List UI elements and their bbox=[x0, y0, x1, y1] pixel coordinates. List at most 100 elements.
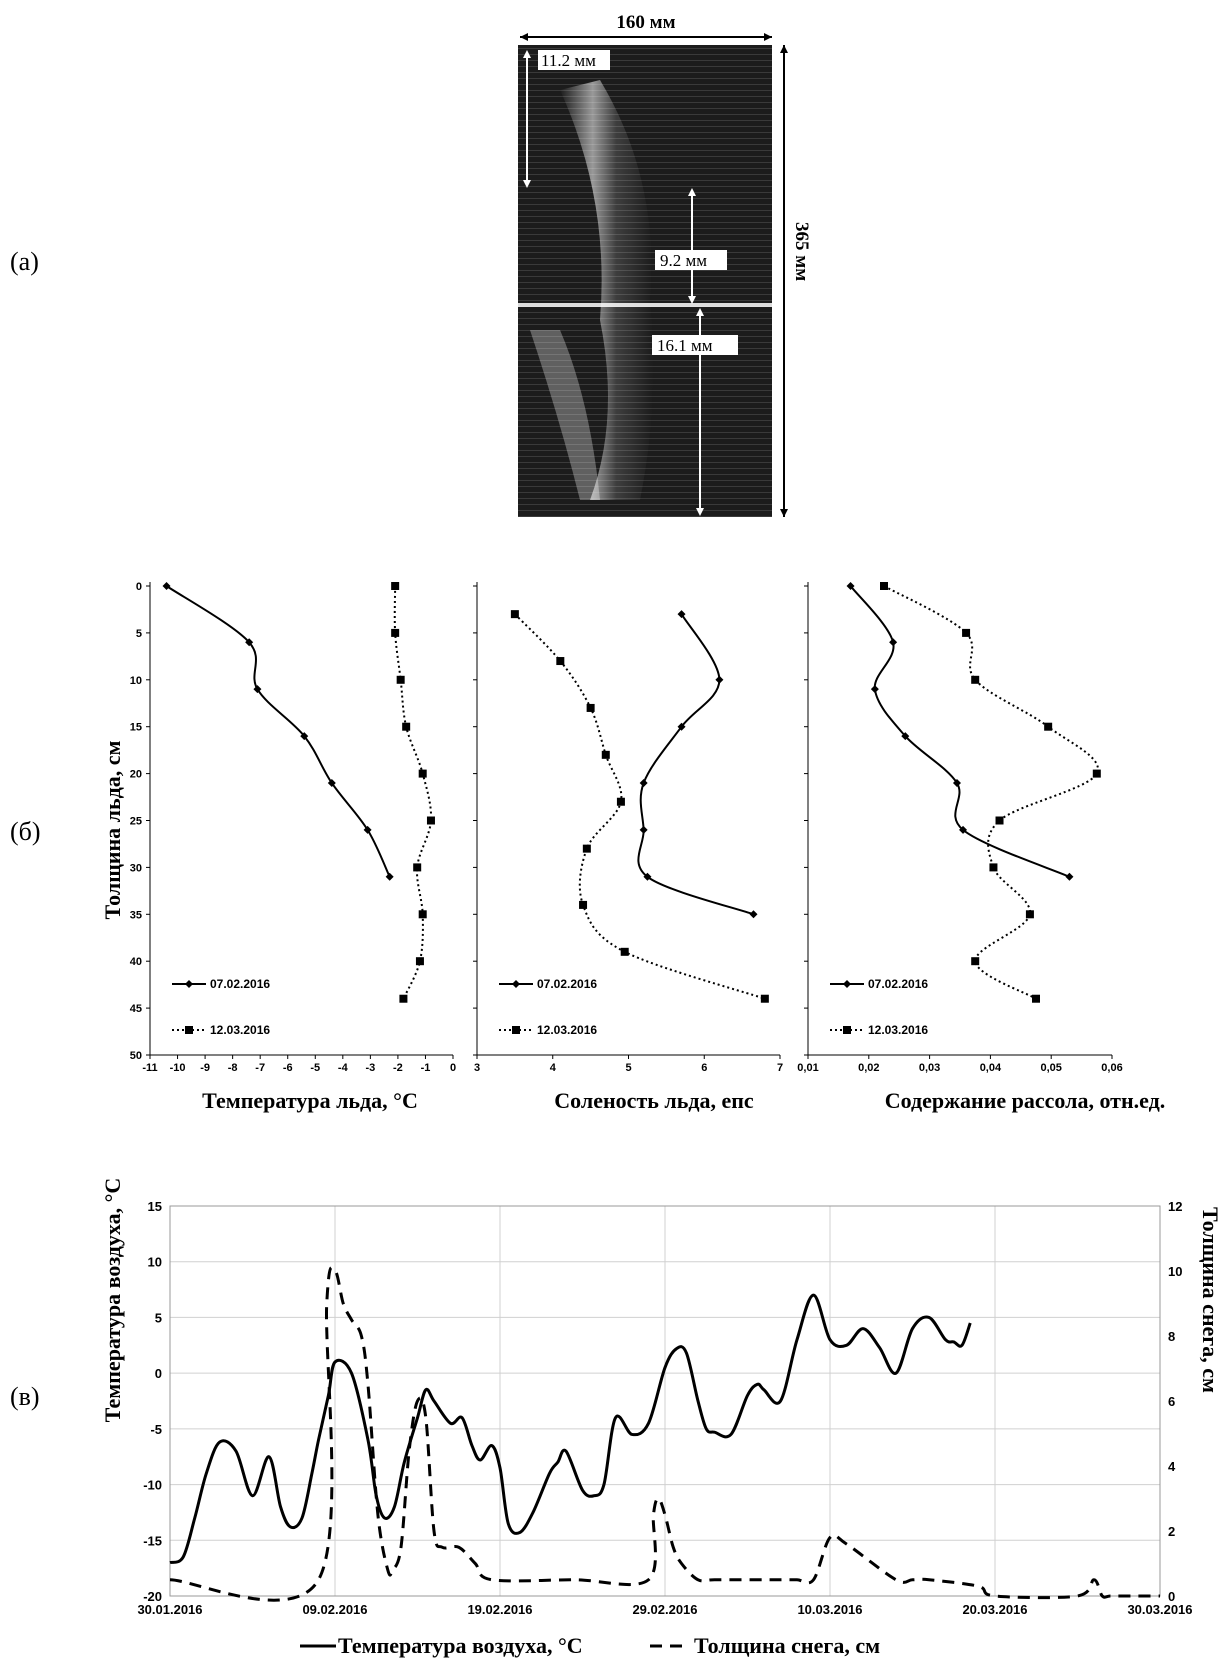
data-point-square bbox=[391, 628, 400, 637]
x-tick-label: 5 bbox=[625, 1062, 631, 1074]
data-point-square bbox=[402, 722, 411, 731]
panel-label-b: (б) bbox=[10, 817, 41, 846]
y2-tick-label: 4 bbox=[1168, 1459, 1176, 1474]
data-point-diamond bbox=[253, 685, 262, 694]
data-point-square bbox=[971, 675, 980, 684]
y2-tick-label: 12 bbox=[1168, 1199, 1182, 1214]
x-tick-label: 0,01 bbox=[797, 1062, 818, 1074]
data-point-square bbox=[616, 797, 625, 806]
data-point-diamond bbox=[245, 638, 254, 647]
data-point-square bbox=[399, 994, 408, 1003]
y2-tick-label: 2 bbox=[1168, 1524, 1175, 1539]
y-tick-label: 0 bbox=[136, 581, 142, 593]
layer-1-box bbox=[538, 50, 610, 70]
brine-axis-title: Содержание рассола, отн.ед. bbox=[885, 1088, 1166, 1113]
y-tick-label: -20 bbox=[143, 1589, 162, 1604]
legend-marker-diamond bbox=[843, 980, 851, 988]
data-point-square bbox=[601, 750, 610, 759]
y-tick-label: 0 bbox=[155, 1366, 162, 1381]
x-tick-label: 19.02.2016 bbox=[467, 1602, 532, 1617]
chart-ice-temperature: -11 -10 -9 -8 -7 -6 -5 -4 -3 -2 -1 0051015202530354… bbox=[130, 581, 456, 1074]
y-tick-label: 10 bbox=[148, 1255, 162, 1270]
data-point-square bbox=[880, 582, 888, 590]
plot-frame bbox=[169, 1205, 1161, 1597]
y-tick-label: 50 bbox=[130, 1050, 142, 1062]
y-tick-label: 15 bbox=[148, 1199, 162, 1214]
series-line-0 bbox=[165, 585, 391, 878]
profile-charts: -11 -10 -9 -8 -7 -6 -5 -4 -3 -2 -1 0051015202530354… bbox=[100, 581, 1165, 1113]
data-point-square bbox=[971, 957, 980, 966]
x-tick-label: 10.03.2016 bbox=[797, 1602, 862, 1617]
data-point-diamond bbox=[677, 610, 686, 619]
x-tick-label: 0,02 bbox=[858, 1062, 879, 1074]
data-point-diamond bbox=[1065, 872, 1074, 881]
legend-c-temp: Температура воздуха, °C bbox=[338, 1633, 583, 1658]
data-point-diamond bbox=[889, 638, 898, 647]
data-point-diamond bbox=[639, 778, 648, 787]
y-tick-label: 45 bbox=[130, 1003, 142, 1015]
data-point-square bbox=[418, 910, 427, 919]
layer-1-label: 11.2 мм bbox=[541, 51, 596, 70]
data-point-diamond bbox=[749, 910, 758, 919]
legend-label-2: 12.03.2016 bbox=[868, 1023, 928, 1037]
y-tick-label: 20 bbox=[130, 769, 142, 781]
data-point-square bbox=[1044, 722, 1053, 731]
data-point-diamond bbox=[162, 582, 171, 590]
data-point-square bbox=[582, 844, 591, 853]
temp-axis-title: Температура льда, °C bbox=[202, 1088, 418, 1113]
x-tick-label: 20.03.2016 bbox=[962, 1602, 1027, 1617]
layer-2-label: 9.2 мм bbox=[660, 251, 707, 270]
legend-c: Температура воздуха, °C Толщина снега, с… bbox=[300, 1633, 880, 1658]
x-tick-label: 3 bbox=[474, 1062, 480, 1074]
data-point-diamond bbox=[677, 722, 686, 731]
data-point-square bbox=[418, 769, 427, 778]
x-tick-label: -5 bbox=[310, 1062, 320, 1074]
x-tick-label: 29.02.2016 bbox=[632, 1602, 697, 1617]
y-tick-label: 5 bbox=[155, 1310, 162, 1325]
y-tick-label: 15 bbox=[130, 722, 142, 734]
data-point-square bbox=[579, 900, 588, 909]
data-point-square bbox=[760, 994, 769, 1003]
y-tick-label: 10 bbox=[130, 675, 142, 687]
x-tick-label: 0,03 bbox=[919, 1062, 940, 1074]
x-tick-label: 4 bbox=[550, 1062, 557, 1074]
legend-label-1: 07.02.2016 bbox=[537, 977, 597, 991]
legend-marker-square bbox=[185, 1026, 193, 1034]
x-tick-label: -2 bbox=[393, 1062, 403, 1074]
series-line-0 bbox=[849, 585, 1070, 878]
data-point-diamond bbox=[300, 732, 309, 741]
data-point-diamond bbox=[952, 778, 961, 787]
air-temp-axis-title: Температура воздуха, °C bbox=[100, 1178, 125, 1423]
x-tick-label: -9 bbox=[200, 1062, 210, 1074]
x-tick-label: 30.03.2016 bbox=[1127, 1602, 1192, 1617]
y2-tick-label: 10 bbox=[1168, 1264, 1182, 1279]
y-tick-label: 30 bbox=[130, 862, 142, 874]
panel-label-a: (а) bbox=[10, 247, 39, 276]
x-tick-label: -6 bbox=[283, 1062, 293, 1074]
crystal-texture bbox=[560, 80, 654, 500]
width-label: 160 мм bbox=[616, 12, 675, 33]
data-point-square bbox=[556, 657, 565, 666]
x-tick-label: 0 bbox=[450, 1062, 456, 1074]
data-point-diamond bbox=[363, 825, 372, 834]
layer-3-box bbox=[652, 335, 738, 355]
data-point-diamond bbox=[643, 872, 652, 881]
y-tick-label: 25 bbox=[130, 816, 142, 828]
ice-thickness-axis-title: Толщина льда, см bbox=[100, 740, 125, 919]
legend-label-2: 12.03.2016 bbox=[537, 1023, 597, 1037]
x-tick-label: -3 bbox=[365, 1062, 375, 1074]
legend-label-2: 12.03.2016 bbox=[210, 1023, 270, 1037]
y-tick-label: -15 bbox=[143, 1533, 162, 1548]
snow-axis-title: Толщина снега, см bbox=[1198, 1207, 1223, 1393]
data-point-square bbox=[391, 582, 400, 590]
legend-c-snow: Толщина снега, см bbox=[694, 1633, 880, 1658]
y2-tick-label: 8 bbox=[1168, 1329, 1175, 1344]
x-tick-label: 0,04 bbox=[980, 1062, 1002, 1074]
x-tick-label: -11 bbox=[142, 1062, 157, 1074]
legend-marker-square bbox=[843, 1026, 851, 1034]
height-label: 365 мм bbox=[791, 222, 812, 281]
data-point-diamond bbox=[715, 675, 724, 684]
series-line-1 bbox=[514, 613, 766, 1000]
